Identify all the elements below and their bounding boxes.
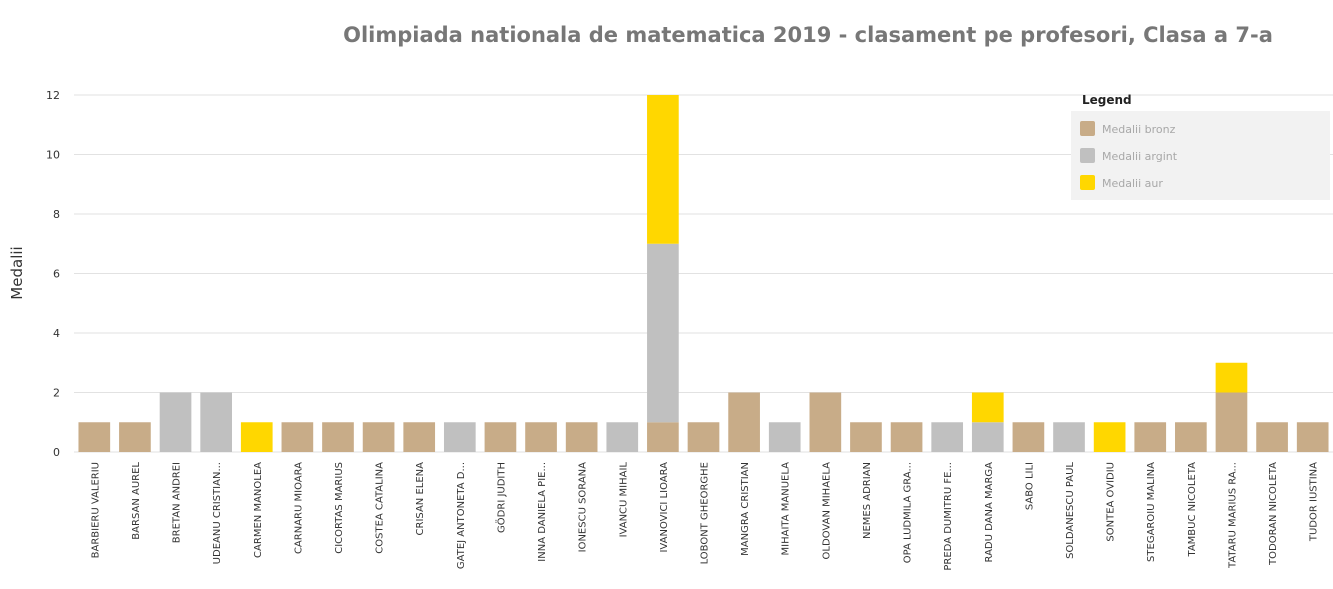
x-tick-label: PREDA DUMITRU FE... bbox=[943, 462, 954, 571]
x-tick-label: TODORAN NICOLETA bbox=[1268, 462, 1279, 566]
y-tick-label: 10 bbox=[46, 149, 60, 162]
x-tick-label: CARMEN MANOLEA bbox=[253, 462, 264, 558]
bar-segment bbox=[809, 392, 842, 452]
x-tick-label: BARSAN AUREL bbox=[131, 462, 142, 540]
bar-segment bbox=[606, 422, 639, 452]
y-tick-label: 6 bbox=[53, 268, 60, 281]
x-tick-label: GATEJ ANTONETA D... bbox=[456, 462, 467, 569]
bar-segment bbox=[322, 422, 354, 452]
x-tick-label: MANGRA CRISTIAN bbox=[740, 462, 751, 556]
bar-segment bbox=[119, 422, 151, 452]
x-tick-label: COSTEA CATALINA bbox=[375, 462, 386, 554]
x-tick-label: TUDOR IUSTINA bbox=[1309, 462, 1320, 542]
bar-segment bbox=[443, 422, 476, 452]
bar-segment bbox=[1093, 422, 1126, 452]
bar-segment bbox=[362, 422, 395, 452]
x-tick-label: TAMBUC NICOLETA bbox=[1187, 462, 1198, 558]
x-tick-label: TATARU MARIUS RA... bbox=[1227, 462, 1238, 569]
bar-segment bbox=[200, 392, 232, 452]
legend-swatch bbox=[1080, 148, 1095, 163]
bar-segment bbox=[78, 422, 111, 452]
x-tick-label: RADU DANA MARGA bbox=[984, 462, 995, 563]
x-tick-label: UDEANU CRISTIAN... bbox=[212, 462, 223, 564]
legend-entry: Medalii aur bbox=[1102, 177, 1163, 190]
x-tick-label: NEMES ADRIAN bbox=[862, 462, 873, 539]
bar-segment bbox=[971, 392, 1004, 423]
x-tick-label: INNA DANIELA PIE... bbox=[537, 462, 548, 562]
legend-entry: Medalii argint bbox=[1102, 150, 1178, 163]
bar-segment bbox=[1175, 422, 1207, 452]
bar-segment bbox=[850, 422, 882, 452]
bar-segment bbox=[240, 422, 273, 452]
bar-segment bbox=[1012, 422, 1045, 452]
x-tick-label: IVANOVICI LIOARA bbox=[659, 462, 670, 553]
bar-segment bbox=[1134, 422, 1167, 452]
bar-segment bbox=[1053, 422, 1085, 452]
x-tick-label: OLDOVAN MIHAELA bbox=[821, 462, 832, 560]
bar-segment bbox=[687, 422, 720, 452]
y-tick-label: 0 bbox=[53, 446, 60, 459]
bar-segment bbox=[403, 422, 436, 452]
x-tick-label: SABO LILI bbox=[1024, 462, 1035, 510]
x-tick-label: CARNARU MIOARA bbox=[293, 462, 304, 554]
bar-segment bbox=[768, 422, 801, 452]
x-tick-label: SOLDANESCU PAUL bbox=[1065, 462, 1076, 559]
legend-title: Legend bbox=[1082, 93, 1132, 107]
legend-entry: Medalii bronz bbox=[1102, 123, 1176, 136]
y-tick-label: 12 bbox=[46, 89, 60, 102]
x-tick-label: LOBONT GHEORGHE bbox=[700, 462, 711, 564]
y-axis-ticks: 0 2 4 6 8 10 12 bbox=[46, 89, 60, 459]
y-tick-label: 2 bbox=[53, 387, 60, 400]
bar-segment bbox=[281, 422, 314, 452]
legend-swatch bbox=[1080, 121, 1095, 136]
x-tick-label: MIHAITA MANUELA bbox=[781, 462, 792, 556]
x-tick-label: IVANCU MIHAIL bbox=[618, 462, 629, 538]
legend-swatch bbox=[1080, 175, 1095, 190]
x-tick-label: GÖDRI JUDITH bbox=[494, 462, 507, 533]
bar-segment bbox=[484, 422, 517, 452]
bar-segment bbox=[890, 422, 923, 452]
bar-segment bbox=[1256, 422, 1288, 452]
bar-segment bbox=[647, 422, 679, 452]
bar-segment bbox=[971, 422, 1004, 452]
legend-background bbox=[1071, 111, 1330, 200]
bar-segment bbox=[931, 422, 964, 452]
bars bbox=[78, 95, 1329, 452]
gridlines bbox=[74, 94, 1333, 453]
bar-segment bbox=[565, 422, 598, 452]
x-tick-label: CRISAN ELENA bbox=[415, 462, 426, 536]
y-tick-label: 8 bbox=[53, 208, 60, 221]
x-tick-label: IONESCU SORANA bbox=[578, 462, 589, 553]
x-tick-label: STEGAROIU MALINA bbox=[1146, 462, 1157, 562]
bar-segment bbox=[1215, 392, 1248, 452]
bar-segment bbox=[159, 392, 192, 452]
bar-segment bbox=[647, 95, 679, 244]
bar-segment bbox=[525, 422, 557, 452]
chart-title: Olimpiada nationala de matematica 2019 -… bbox=[343, 23, 1273, 47]
y-axis-label: Medalii bbox=[8, 246, 26, 299]
x-tick-label: CICORTAS MARIUS bbox=[334, 462, 345, 554]
x-tick-label: SONTEA OVIDIU bbox=[1106, 462, 1117, 542]
bar-segment bbox=[1215, 362, 1248, 393]
x-tick-label: BARBIERU VALERIU bbox=[90, 462, 101, 558]
bar-segment bbox=[728, 392, 760, 452]
x-tick-label: BRETAN ANDREI bbox=[172, 462, 183, 543]
x-axis-ticks: BARBIERU VALERIU BARSAN AUREL BRETAN ANDRE… bbox=[90, 462, 1319, 571]
bar-segment bbox=[647, 243, 679, 423]
y-tick-label: 4 bbox=[53, 327, 60, 340]
bar-segment bbox=[1296, 422, 1329, 452]
legend: Legend Medalii bronz Medalii argint Medali… bbox=[1071, 93, 1330, 200]
x-tick-label: OPA LUDMILA GRA... bbox=[903, 462, 914, 563]
